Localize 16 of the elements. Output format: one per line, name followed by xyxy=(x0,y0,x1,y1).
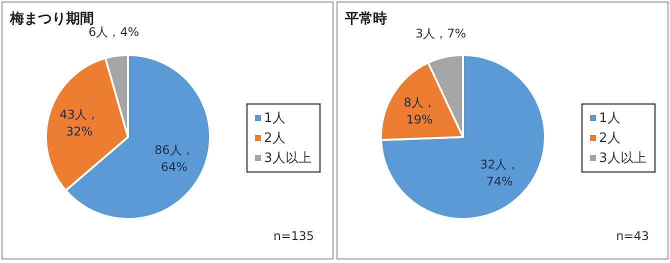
legend-label: 1人 xyxy=(599,111,620,126)
legend-label: 2人 xyxy=(264,131,286,146)
legend-label: 1人 xyxy=(264,111,286,126)
data-label: 86人，64% xyxy=(154,143,194,174)
data-label: 43人，32% xyxy=(60,107,99,138)
legend-label: 3人以上 xyxy=(599,151,646,166)
data-label: 3人，7% xyxy=(415,26,466,40)
text: n=43 xyxy=(616,229,649,243)
legend-label: 3人以上 xyxy=(264,151,312,166)
data-label: 6人，4% xyxy=(88,24,140,39)
chart-title: 梅まつり期間 xyxy=(9,11,94,27)
text: n=135 xyxy=(273,229,314,243)
data-label: 32人，74% xyxy=(480,157,520,188)
chart-title: 平常時 xyxy=(344,11,387,27)
data-label: 8人，19% xyxy=(404,96,436,127)
legend-label: 2人 xyxy=(599,131,620,146)
